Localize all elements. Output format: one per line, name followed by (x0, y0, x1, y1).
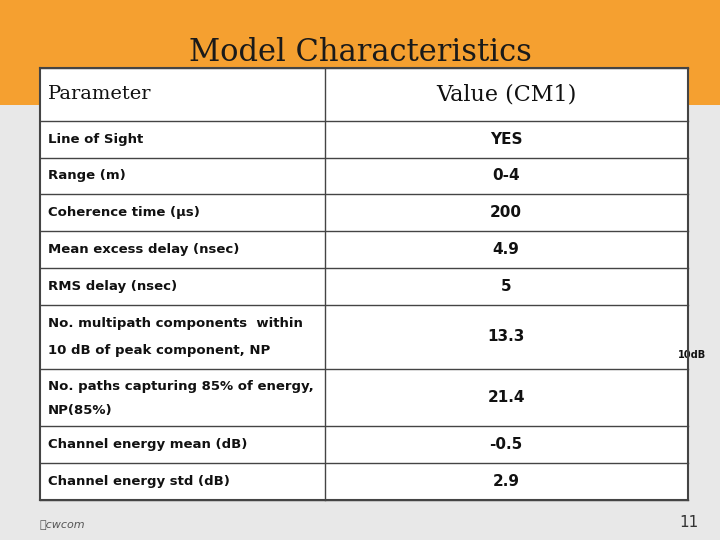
Text: Line of Sight: Line of Sight (48, 133, 143, 146)
Text: No. multipath components  within: No. multipath components within (48, 318, 303, 330)
Text: 2.9: 2.9 (492, 474, 520, 489)
Text: -0.5: -0.5 (490, 437, 523, 452)
Bar (0, 0, 720, 105)
Text: No. paths capturing 85% of energy,: No. paths capturing 85% of energy, (48, 380, 314, 393)
Text: Parameter: Parameter (48, 85, 152, 103)
Text: 21.4: 21.4 (487, 390, 525, 405)
Text: Model Characteristics: Model Characteristics (189, 37, 531, 68)
Bar (40, 68, 688, 500)
Text: 200: 200 (490, 205, 522, 220)
Text: YES: YES (490, 132, 523, 147)
Text: 0-4: 0-4 (492, 168, 520, 184)
Text: 4.9: 4.9 (492, 242, 520, 257)
Text: 10dB: 10dB (678, 350, 706, 360)
Text: Mean excess delay (nsec): Mean excess delay (nsec) (48, 243, 240, 256)
Text: NP(85%): NP(85%) (48, 403, 113, 416)
Text: 5: 5 (501, 279, 511, 294)
Text: Value (CM1): Value (CM1) (436, 83, 576, 105)
Text: 13.3: 13.3 (487, 329, 525, 345)
Text: Coherence time (μs): Coherence time (μs) (48, 206, 200, 219)
Text: Channel energy std (dB): Channel energy std (dB) (48, 475, 230, 488)
Text: 11: 11 (679, 515, 698, 530)
Text: RMS delay (nsec): RMS delay (nsec) (48, 280, 177, 293)
Text: Range (m): Range (m) (48, 170, 126, 183)
Text: Ⓝcwcom: Ⓝcwcom (40, 520, 85, 530)
Text: Channel energy mean (dB): Channel energy mean (dB) (48, 438, 248, 451)
Text: 10 dB of peak component, NP: 10 dB of peak component, NP (48, 345, 271, 357)
